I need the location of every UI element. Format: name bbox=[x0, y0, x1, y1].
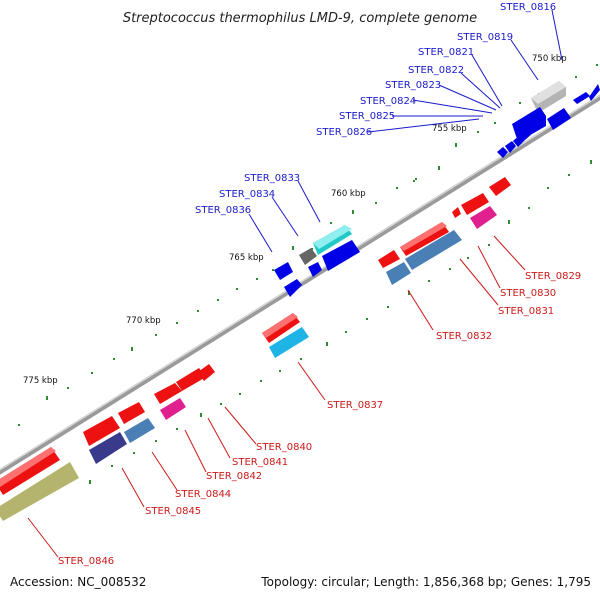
gene-label-STER_0842[interactable]: STER_0842 bbox=[206, 471, 262, 482]
gene-STER_0845 bbox=[89, 432, 127, 464]
gene-label-STER_0821[interactable]: STER_0821 bbox=[418, 47, 474, 58]
gene-label-STER_0819[interactable]: STER_0819 bbox=[457, 32, 513, 43]
gene-label-STER_0834[interactable]: STER_0834 bbox=[219, 189, 275, 200]
leader-lines-lower bbox=[27, 235, 526, 558]
scale-label-775: 775 kbp bbox=[23, 376, 58, 386]
gene-STER_0841 bbox=[160, 398, 186, 420]
gene-label-STER_0846[interactable]: STER_0846 bbox=[58, 556, 114, 567]
scale-label-750: 750 kbp bbox=[532, 54, 567, 64]
gene-blue-arrow bbox=[573, 92, 590, 104]
genome-backbone-highlight bbox=[0, 94, 600, 471]
gene-STER_0831 bbox=[405, 230, 462, 270]
map-title: Streptococcus thermophilus LMD-9, comple… bbox=[123, 11, 477, 26]
gene-label-STER_0816[interactable]: STER_0816 bbox=[500, 2, 556, 13]
gene-label-STER_0836[interactable]: STER_0836 bbox=[195, 205, 251, 216]
accession-text: Accession: NC_008532 bbox=[10, 575, 146, 589]
gene-label-STER_0837[interactable]: STER_0837 bbox=[327, 400, 383, 411]
gene-label-STER_0841[interactable]: STER_0841 bbox=[232, 457, 288, 468]
gene-label-STER_0844[interactable]: STER_0844 bbox=[175, 489, 231, 500]
gene-label-STER_0822[interactable]: STER_0822 bbox=[408, 65, 464, 76]
gene-label-STER_0826[interactable]: STER_0826 bbox=[316, 127, 372, 138]
gene-label-STER_0831[interactable]: STER_0831 bbox=[498, 306, 554, 317]
gene-label-STER_0832[interactable]: STER_0832 bbox=[436, 331, 492, 342]
gene-features bbox=[0, 81, 600, 521]
gene-label-STER_0824[interactable]: STER_0824 bbox=[360, 96, 416, 107]
leader-lines-upper bbox=[248, 9, 563, 253]
gene-label-STER_0823[interactable]: STER_0823 bbox=[385, 80, 441, 91]
gene-STER_0836 bbox=[274, 262, 293, 280]
gene-label-STER_0830[interactable]: STER_0830 bbox=[500, 288, 556, 299]
gene-label-STER_0840[interactable]: STER_0840 bbox=[256, 442, 312, 453]
topology-text: Topology: circular; Length: 1,856,368 bp… bbox=[260, 575, 591, 589]
scale-label-765: 765 kbp bbox=[229, 253, 264, 263]
gene-label-STER_0833[interactable]: STER_0833 bbox=[244, 173, 300, 184]
scale-label-770: 770 kbp bbox=[126, 316, 161, 326]
scale-label-760: 760 kbp bbox=[331, 189, 366, 199]
gene-STER_0834 bbox=[299, 248, 317, 265]
gene-STER_0846 bbox=[0, 447, 60, 495]
gene-label-STER_0829[interactable]: STER_0829 bbox=[525, 271, 581, 282]
gene-STER_0844 bbox=[124, 418, 155, 443]
gene-STER_0829 bbox=[470, 206, 497, 229]
gene-label-STER_0845[interactable]: STER_0845 bbox=[145, 506, 201, 517]
gene-label-STER_0825[interactable]: STER_0825 bbox=[339, 111, 395, 122]
scale-label-755: 755 kbp bbox=[432, 124, 467, 134]
